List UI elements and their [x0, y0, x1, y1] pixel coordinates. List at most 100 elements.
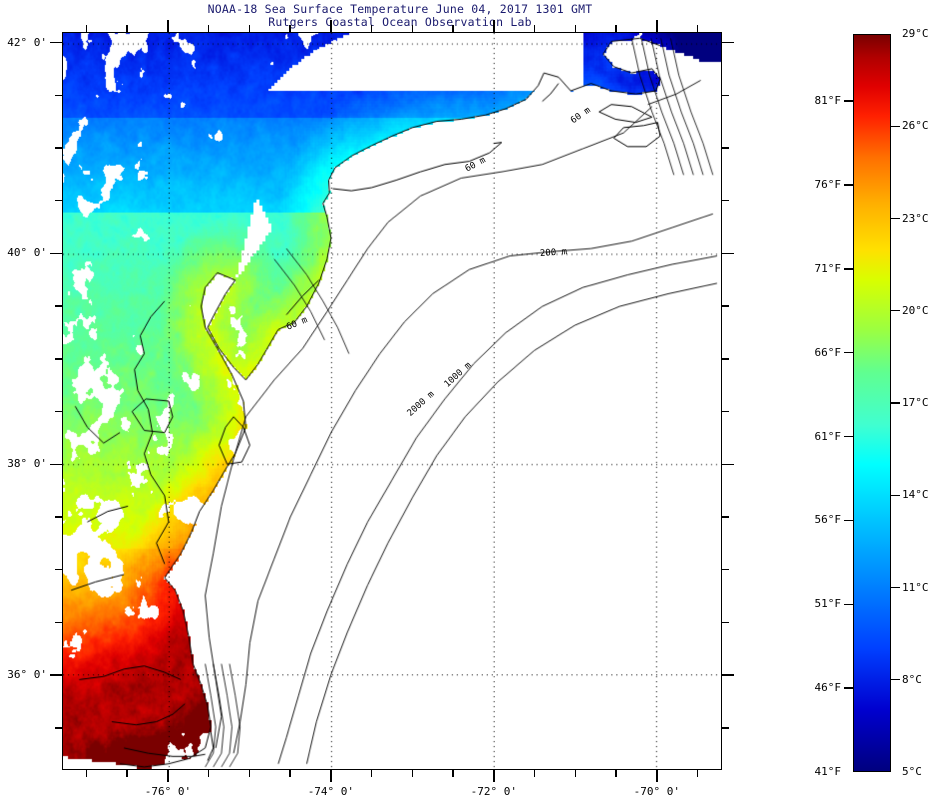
x-axis-label-2: -72° 0': [470, 785, 518, 798]
x-tick-top-minor: [452, 25, 454, 32]
y-tick-minor: [55, 621, 62, 624]
y-tick-right-major: [722, 252, 734, 255]
colorbar-c-label-3: 20°C: [902, 303, 929, 317]
colorbar-f-tick-7: [844, 687, 853, 689]
x-tick-top-minor: [370, 25, 373, 32]
x-tick-major: [167, 770, 169, 782]
x-axis-label-1: -74° 0': [307, 785, 355, 798]
colorbar-c-label-4: 17°C: [902, 396, 929, 409]
y-tick-right-minor: [722, 147, 729, 149]
x-tick-minor: [126, 770, 128, 777]
y-tick-minor: [55, 516, 62, 518]
x-tick-minor: [533, 770, 536, 777]
y-tick-major: [50, 41, 62, 44]
colorbar-f-tick-5: [844, 519, 853, 522]
x-tick-minor: [85, 770, 88, 777]
x-tick-top-minor: [85, 25, 88, 32]
bathymetry-label-3: 200 m: [539, 247, 568, 260]
colorbar-c-tick-4: [891, 402, 900, 404]
x-tick-top-major: [656, 20, 658, 32]
y-tick-minor: [55, 410, 62, 413]
x-tick-minor: [207, 770, 210, 777]
x-tick-top-minor: [615, 25, 617, 32]
y-tick-right-major: [722, 41, 734, 44]
x-tick-top-major: [493, 20, 495, 32]
x-tick-top-minor: [207, 25, 210, 32]
x-tick-minor: [370, 770, 373, 777]
colorbar-f-tick-6: [844, 603, 853, 605]
x-tick-top-major: [167, 20, 169, 32]
chart-subtitle: Rutgers Coastal Ocean Observation Lab: [268, 15, 532, 29]
y-tick-major: [50, 674, 62, 676]
x-tick-top-minor: [289, 25, 291, 32]
y-axis-label-0: 42° 0': [7, 35, 47, 49]
y-tick-right-minor: [722, 568, 729, 571]
y-tick-minor: [55, 94, 62, 97]
x-tick-top-minor: [126, 25, 128, 32]
colorbar-f-label-8: 41°F: [814, 765, 842, 778]
x-tick-top-minor: [411, 25, 414, 32]
x-tick-major: [330, 770, 332, 782]
sst-heatmap-canvas: [63, 33, 721, 769]
x-tick-minor: [289, 770, 291, 777]
chart-title: NOAA-18 Sea Surface Temperature June 04,…: [207, 2, 593, 16]
y-tick-minor: [55, 568, 62, 571]
y-tick-minor: [55, 305, 62, 307]
colorbar-c-tick-6: [891, 586, 900, 589]
colorbar-f-label-6: 51°F: [814, 597, 842, 611]
chart-title-block: NOAA-18 Sea Surface Temperature June 04,…: [0, 3, 800, 29]
y-axis-label-2: 38° 0': [7, 457, 47, 471]
y-tick-minor: [55, 147, 62, 149]
x-axis-label-0: -76° 0': [144, 785, 192, 798]
y-tick-right-major: [722, 463, 734, 466]
x-tick-top-minor: [533, 25, 536, 32]
colorbar-c-label-7: 8°C: [902, 672, 922, 686]
x-tick-minor: [615, 770, 617, 777]
colorbar-c-label-6: 11°C: [902, 580, 929, 594]
colorbar-c-label-1: 26°C: [902, 119, 929, 133]
colorbar-f-label-1: 76°F: [814, 177, 842, 191]
colorbar-f-tick-1: [844, 184, 853, 186]
y-tick-right-minor: [722, 199, 729, 202]
y-axis-label-1: 40° 0': [7, 246, 47, 260]
colorbar-c-label-0: 29°C: [902, 27, 929, 40]
x-tick-major: [656, 770, 658, 782]
y-tick-right-minor: [722, 305, 729, 307]
y-axis-label-3: 36° 0': [7, 668, 47, 682]
colorbar-c-label-5: 14°C: [902, 488, 929, 502]
y-tick-right-minor: [722, 621, 729, 624]
y-tick-minor: [55, 358, 62, 360]
colorbar-c-label-2: 23°C: [902, 211, 929, 225]
colorbar-f-label-7: 46°F: [814, 681, 842, 695]
x-tick-minor: [696, 770, 699, 777]
colorbar-c-tick-5: [891, 494, 900, 496]
x-tick-minor: [411, 770, 414, 777]
colorbar-c-tick-3: [891, 310, 900, 312]
colorbar-f-label-2: 71°F: [814, 261, 842, 275]
colorbar-c-tick-2: [891, 217, 900, 220]
y-tick-right-minor: [722, 727, 729, 729]
colorbar-f-label-4: 61°F: [814, 429, 842, 443]
x-tick-top-minor: [696, 25, 699, 32]
x-tick-top-minor: [248, 25, 251, 32]
y-tick-minor: [55, 727, 62, 729]
colorbar-f-label-3: 66°F: [814, 345, 842, 359]
colorbar-f-tick-3: [844, 351, 853, 354]
y-tick-right-minor: [722, 410, 729, 413]
x-tick-minor: [248, 770, 251, 777]
colorbar-c-label-8: 5°C: [902, 765, 922, 778]
y-tick-right-minor: [722, 358, 729, 360]
x-tick-top-major: [330, 20, 332, 32]
colorbar-f-tick-4: [844, 435, 853, 438]
x-tick-top-minor: [574, 25, 577, 32]
y-tick-major: [50, 463, 62, 466]
y-tick-right-major: [722, 674, 734, 676]
colorbar-f-tick-0: [844, 100, 853, 102]
colorbar-f-label-5: 56°F: [814, 513, 842, 527]
x-axis-label-3: -70° 0': [633, 785, 680, 798]
colorbar-gradient: [853, 34, 891, 772]
colorbar-c-tick-7: [891, 679, 900, 681]
x-tick-minor: [452, 770, 454, 777]
x-tick-minor: [574, 770, 577, 777]
y-tick-right-minor: [722, 516, 729, 518]
